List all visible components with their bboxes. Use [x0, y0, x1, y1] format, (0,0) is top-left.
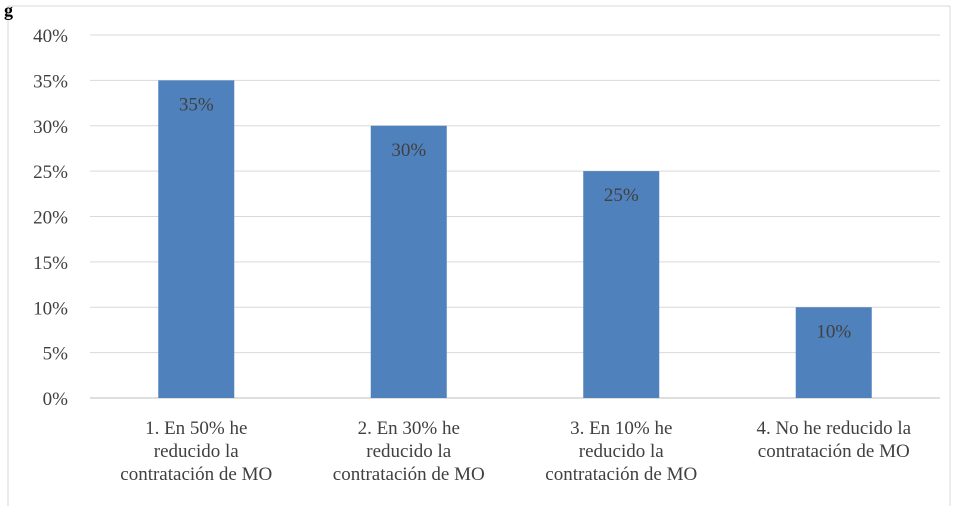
x-category-label: 4. No he reducido la contratación de MO: [756, 418, 911, 462]
y-tick-label: 20%: [33, 208, 68, 229]
bar: [795, 307, 872, 398]
corner-text: g: [4, 0, 13, 20]
y-tick-label: 30%: [33, 117, 68, 138]
y-tick-label: 15%: [33, 253, 68, 274]
y-tick-label: 10%: [33, 298, 68, 319]
bar: [158, 80, 235, 398]
x-category-label: 1. En 50% he reducido la contratación de M…: [120, 418, 272, 485]
y-tick-label: 0%: [43, 389, 69, 410]
y-tick-label: 25%: [33, 162, 68, 183]
y-tick-label: 40%: [33, 26, 68, 47]
x-category-label: 3. En 10% he reducido la contratación de M…: [545, 418, 697, 485]
y-tick-label: 5%: [43, 344, 69, 365]
bar: [370, 125, 447, 398]
x-category-label: 2. En 30% he reducido la contratación de M…: [333, 418, 485, 485]
bar-data-label: 35%: [179, 94, 214, 115]
y-tick-label: 35%: [33, 71, 68, 92]
bar-data-label: 30%: [391, 140, 426, 161]
bar: [583, 171, 660, 398]
bar-data-label: 10%: [816, 321, 851, 342]
bar-data-label: 25%: [604, 185, 639, 206]
